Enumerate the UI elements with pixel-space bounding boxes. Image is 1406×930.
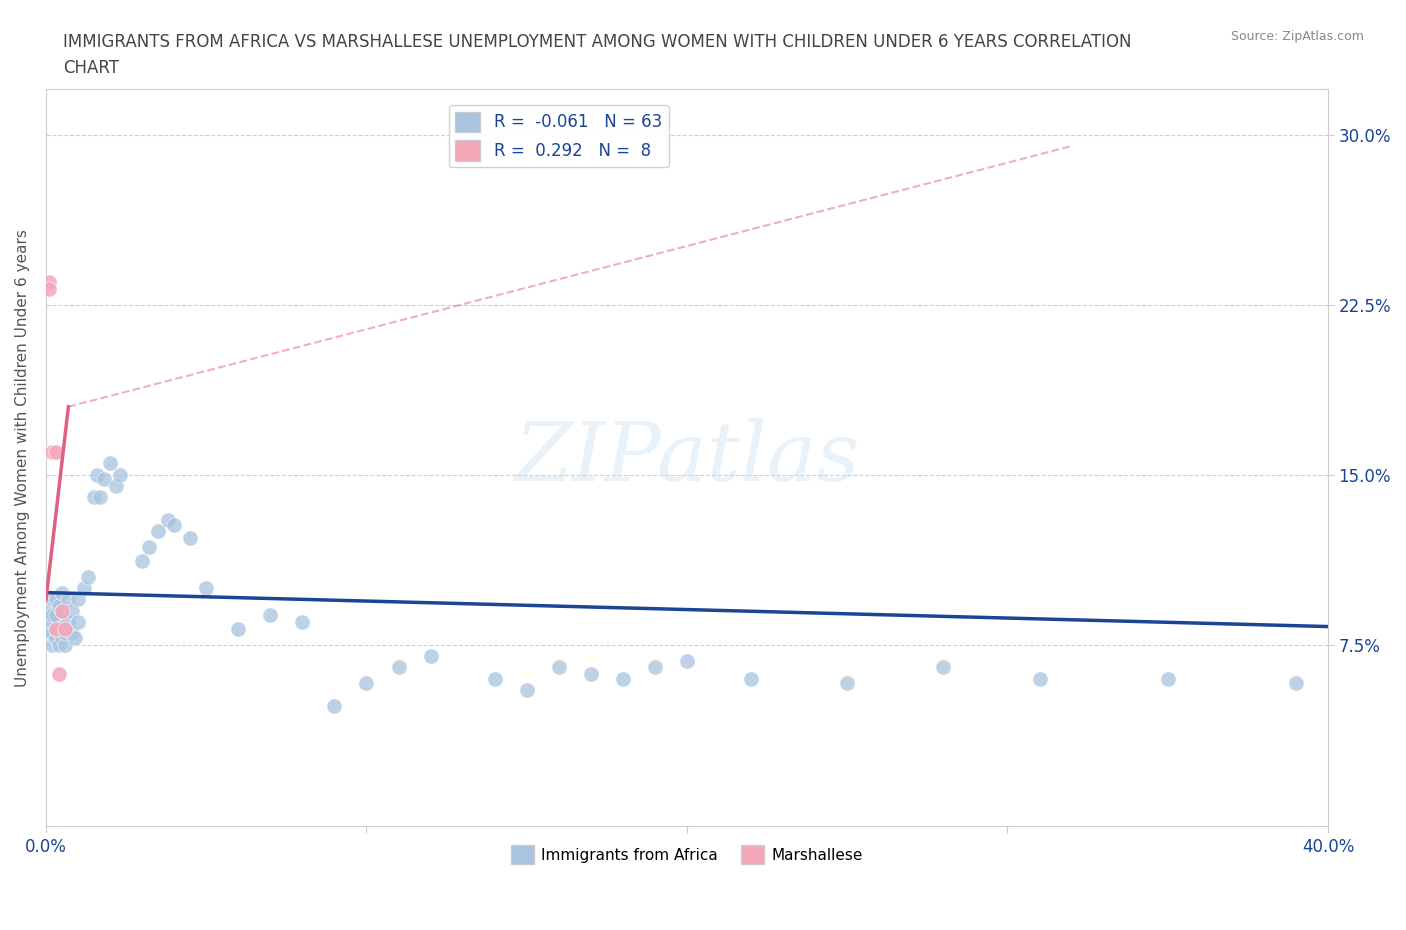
Point (1285, 676, 1308, 691)
Point (419, 648, 441, 663)
Point (41, 608, 63, 623)
Point (138, 539, 160, 554)
Point (83, 490, 105, 505)
Point (163, 517, 186, 532)
Point (41, 626, 63, 641)
Point (45, 608, 67, 623)
Point (48, 599, 70, 614)
Point (51, 585, 73, 600)
Point (644, 660, 666, 675)
Point (51, 631, 73, 645)
Point (53, 637, 76, 652)
Point (323, 698, 346, 713)
Point (41, 637, 63, 652)
Point (932, 660, 955, 675)
Point (195, 580, 218, 595)
Point (60, 604, 83, 618)
Point (547, 660, 569, 675)
Legend: Immigrants from Africa, Marshallese: Immigrants from Africa, Marshallese (505, 839, 869, 870)
Point (93, 472, 115, 486)
Y-axis label: Unemployment Among Women with Children Under 6 years: Unemployment Among Women with Children U… (15, 229, 30, 686)
Point (41, 445, 63, 459)
Point (38, 604, 60, 618)
Point (89, 490, 111, 505)
Point (156, 512, 179, 527)
Point (484, 671, 506, 686)
Point (66, 591, 89, 606)
Point (58, 591, 80, 606)
Point (45, 621, 67, 636)
Point (1157, 671, 1180, 686)
Point (51, 619, 73, 634)
Point (226, 621, 249, 636)
Text: Source: ZipAtlas.com: Source: ZipAtlas.com (1230, 30, 1364, 43)
Text: IMMIGRANTS FROM AFRICA VS MARSHALLESE UNEMPLOYMENT AMONG WOMEN WITH CHILDREN UND: IMMIGRANTS FROM AFRICA VS MARSHALLESE UN… (63, 33, 1132, 77)
Point (45, 445, 67, 459)
Point (516, 683, 538, 698)
Point (45, 591, 67, 606)
Point (48, 621, 70, 636)
Point (73, 580, 96, 595)
Point (53, 621, 76, 636)
Point (105, 479, 128, 494)
Point (291, 615, 314, 630)
Point (66, 615, 89, 630)
Point (837, 676, 859, 691)
Point (179, 531, 201, 546)
Point (676, 653, 699, 668)
Point (51, 604, 73, 618)
Point (51, 604, 73, 618)
Point (108, 467, 131, 482)
Point (48, 667, 70, 682)
Point (60, 626, 83, 641)
Point (146, 524, 169, 538)
Point (38, 621, 60, 636)
Point (131, 553, 153, 568)
Point (579, 667, 602, 682)
Point (48, 637, 70, 652)
Point (356, 676, 378, 691)
Text: ZIPatlas: ZIPatlas (515, 418, 859, 498)
Point (259, 608, 281, 623)
Point (612, 671, 634, 686)
Point (41, 591, 63, 606)
Point (45, 621, 67, 636)
Point (38, 274, 60, 289)
Point (53, 626, 76, 641)
Point (740, 671, 762, 686)
Point (38, 615, 60, 630)
Point (63, 631, 86, 645)
Point (387, 660, 409, 675)
Point (45, 631, 67, 645)
Point (86, 467, 108, 482)
Point (1028, 671, 1050, 686)
Point (58, 615, 80, 630)
Point (98, 456, 121, 471)
Point (76, 569, 98, 584)
Point (38, 282, 60, 297)
